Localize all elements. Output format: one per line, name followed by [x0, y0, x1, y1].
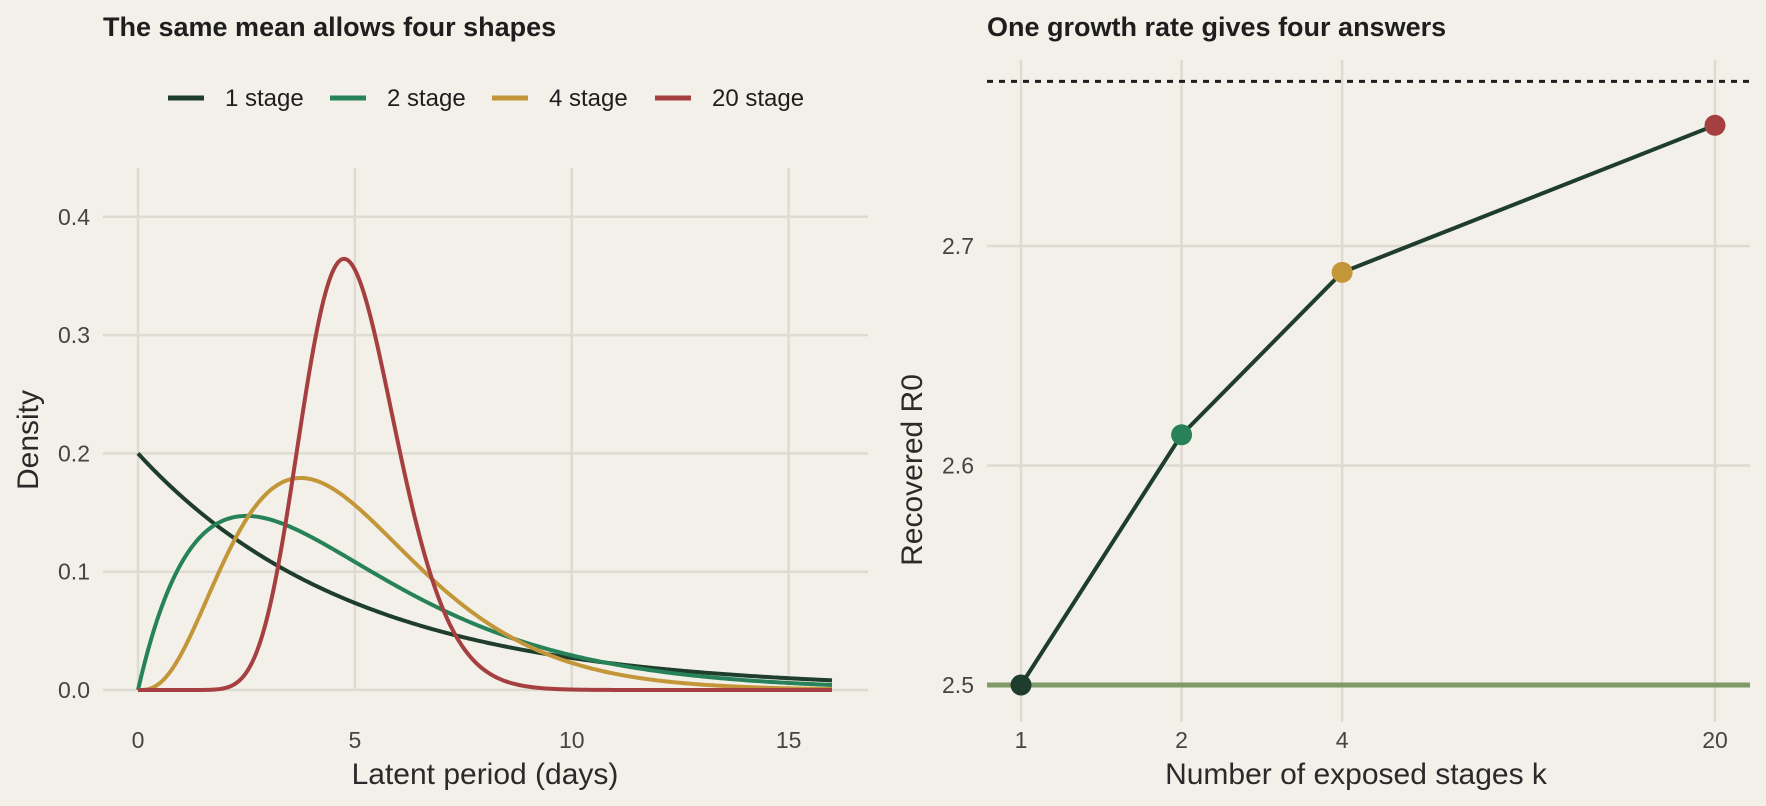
- r0-series: [1010, 114, 1726, 696]
- density-chart: The same mean allows four shapes 1 stage…: [12, 12, 868, 791]
- r0-point-k2: [1171, 424, 1193, 446]
- y-tick-label: 2.6: [942, 453, 974, 479]
- density-curve-20-stage: [137, 256, 833, 692]
- r0-line: [1019, 123, 1716, 687]
- legend-label: 4 stage: [549, 85, 628, 112]
- legend-item-4-stage: 4 stage: [492, 85, 628, 112]
- density-curve-4-stage: [137, 475, 833, 692]
- legend-label: 2 stage: [387, 85, 466, 112]
- x-tick-label: 4: [1336, 727, 1349, 753]
- legend-label: 20 stage: [712, 85, 804, 112]
- r0-point-k4: [1331, 261, 1353, 283]
- y-tick-label: 2.5: [942, 672, 974, 698]
- x-tick-label: 15: [776, 727, 802, 753]
- r0-chart-title: One growth rate gives four answers: [987, 12, 1446, 42]
- r0-reference-lines: [987, 79, 1750, 688]
- legend-label: 1 stage: [225, 85, 304, 112]
- y-tick-label: 0.1: [58, 559, 90, 585]
- x-tick-label: 10: [559, 727, 585, 753]
- r0-chart: One growth rate gives four answers 1 2 4 20…: [896, 12, 1750, 791]
- density-y-axis-label: Density: [12, 390, 45, 490]
- r0-point-k20: [1704, 114, 1726, 136]
- density-chart-title: The same mean allows four shapes: [103, 12, 556, 42]
- x-tick-label: 20: [1702, 727, 1728, 753]
- density-curves: [136, 256, 833, 692]
- density-curve-1-stage: [136, 452, 833, 683]
- r0-point-k1: [1010, 674, 1032, 696]
- r0-x-axis-label: Number of exposed stages k: [1165, 758, 1548, 791]
- density-curve-2-stage: [136, 513, 833, 691]
- y-tick-label: 0.0: [58, 677, 90, 703]
- density-legend: 1 stage 2 stage 4 stage 20 stage: [168, 85, 804, 112]
- r0-tick-labels: 1 2 4 20 2.5 2.6 2.7: [942, 233, 1728, 753]
- legend-item-20-stage: 20 stage: [655, 85, 804, 112]
- density-x-axis-label: Latent period (days): [352, 758, 619, 791]
- x-tick-label: 1: [1015, 727, 1028, 753]
- r0-y-axis-label: Recovered R0: [896, 374, 929, 566]
- legend-item-2-stage: 2 stage: [330, 85, 466, 112]
- y-tick-label: 2.7: [942, 233, 974, 259]
- y-tick-label: 0.3: [58, 322, 90, 348]
- y-tick-label: 0.4: [58, 204, 90, 230]
- x-tick-label: 5: [348, 727, 361, 753]
- x-tick-label: 2: [1175, 727, 1188, 753]
- legend-item-1-stage: 1 stage: [168, 85, 304, 112]
- y-tick-label: 0.2: [58, 440, 90, 466]
- density-tick-labels: 0 5 10 15 0.0 0.1 0.2 0.3 0.4: [58, 204, 801, 753]
- density-gridlines: [103, 168, 868, 692]
- x-tick-label: 0: [132, 727, 145, 753]
